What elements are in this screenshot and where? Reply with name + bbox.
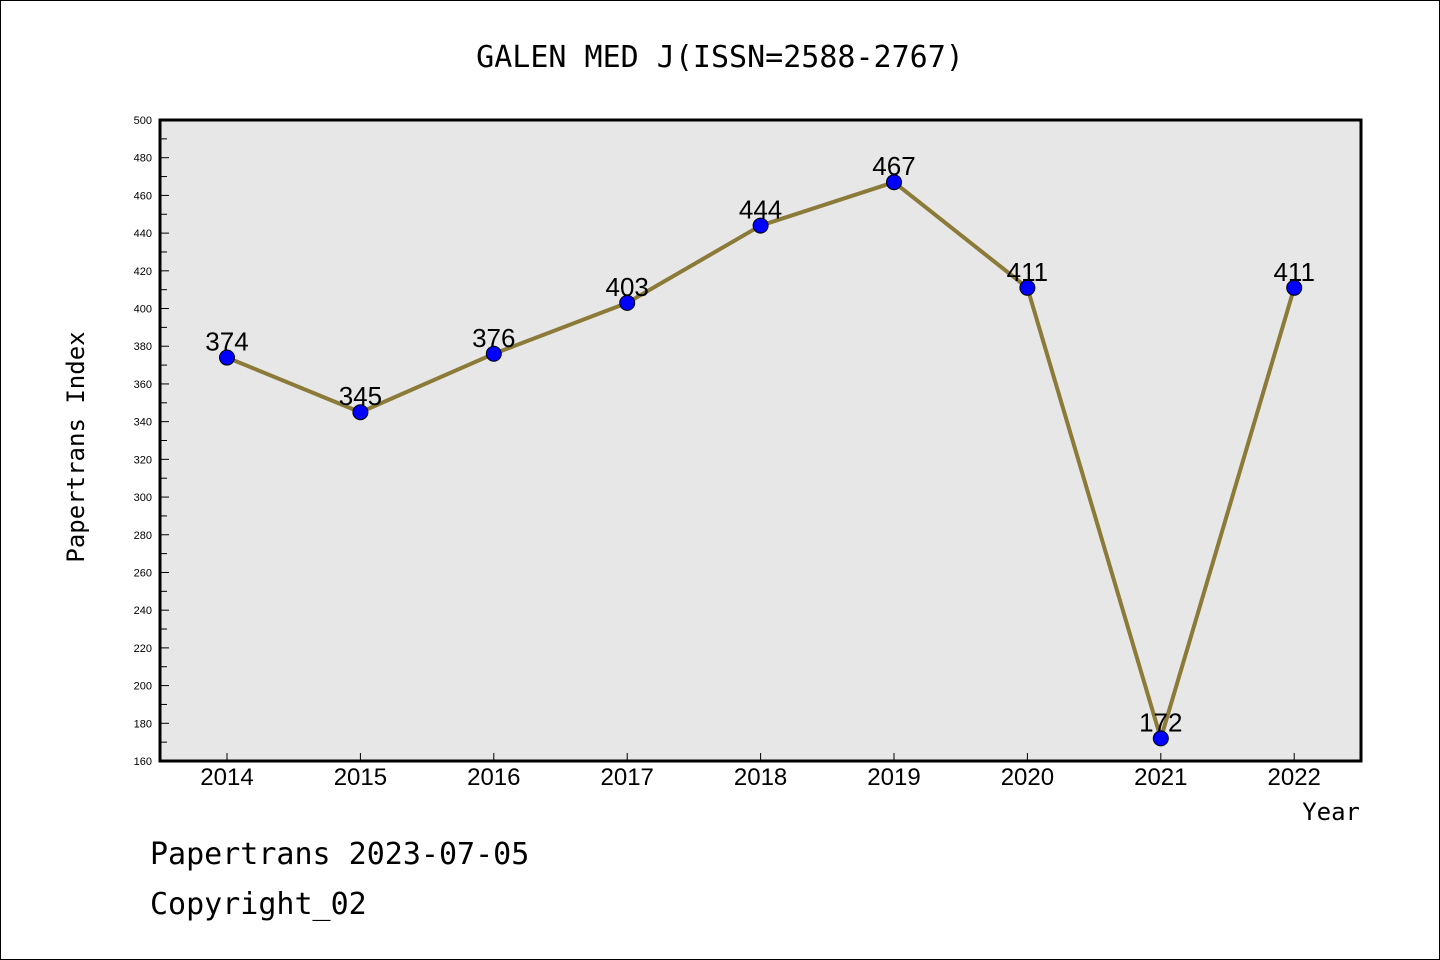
y-tick-label: 420 — [134, 266, 152, 278]
x-tick-label: 2022 — [1268, 764, 1321, 791]
x-tick-label: 2016 — [467, 764, 520, 791]
y-tick-label: 200 — [134, 681, 152, 693]
data-point — [219, 349, 235, 366]
y-tick-label: 480 — [134, 153, 152, 165]
x-tick-label: 2020 — [1001, 764, 1054, 791]
data-label: 172 — [1139, 707, 1182, 737]
y-tick-label: 160 — [134, 756, 152, 768]
footer-date: Papertrans 2023-07-05 — [150, 837, 529, 872]
y-tick-label: 220 — [134, 643, 152, 655]
y-tick-label: 460 — [134, 190, 152, 202]
x-tick-label: 2021 — [1134, 764, 1187, 791]
data-label: 376 — [472, 323, 515, 353]
data-label: 374 — [205, 327, 248, 357]
data-points — [219, 174, 1303, 747]
data-label: 403 — [606, 272, 649, 302]
data-label: 411 — [1007, 257, 1048, 287]
x-tick-label: 2015 — [334, 764, 387, 791]
data-label: 411 — [1273, 257, 1314, 287]
y-tick-label: 500 — [134, 115, 152, 127]
y-tick-label: 340 — [134, 417, 152, 429]
data-point — [485, 345, 502, 362]
chart-title: GALEN MED J(ISSN=2588-2767) — [476, 40, 964, 75]
x-tick-label: 2019 — [867, 764, 920, 791]
y-tick-label: 180 — [134, 718, 152, 730]
y-tick-label: 320 — [134, 454, 152, 466]
data-point — [352, 404, 369, 421]
data-label: 345 — [339, 381, 382, 411]
x-tick-label: 2018 — [734, 764, 787, 791]
y-tick-label: 260 — [134, 567, 152, 579]
x-axis-label: Year — [1302, 798, 1360, 826]
y-tick-label: 440 — [134, 228, 152, 240]
data-labels: 374 345 376 403 444 467 411 172 411 — [205, 151, 1315, 737]
y-axis: 160 180 200 220 240 260 280 300 320 340 360 380 400 4… — [134, 115, 169, 768]
x-tick-label: 2014 — [200, 764, 253, 791]
data-point — [752, 217, 769, 234]
data-label: 467 — [872, 151, 915, 181]
y-tick-label: 380 — [134, 341, 152, 353]
footer-copyright: Copyright_02 — [150, 887, 367, 922]
x-tick-label: 2017 — [601, 764, 654, 791]
data-label: 444 — [739, 195, 782, 225]
y-tick-label: 360 — [134, 379, 152, 391]
data-point — [1286, 279, 1303, 296]
data-point — [619, 294, 636, 311]
data-point — [1152, 730, 1169, 747]
data-point — [886, 174, 902, 191]
data-point — [1019, 279, 1036, 296]
y-tick-label: 280 — [134, 530, 152, 542]
y-tick-label: 300 — [134, 492, 152, 504]
y-tick-label: 400 — [134, 304, 152, 316]
y-tick-label: 240 — [134, 605, 152, 617]
y-axis-label: Papertrans Index — [62, 331, 90, 562]
x-axis: 2014 2015 2016 2017 2018 2019 2020 2021 2022 — [200, 753, 1321, 791]
